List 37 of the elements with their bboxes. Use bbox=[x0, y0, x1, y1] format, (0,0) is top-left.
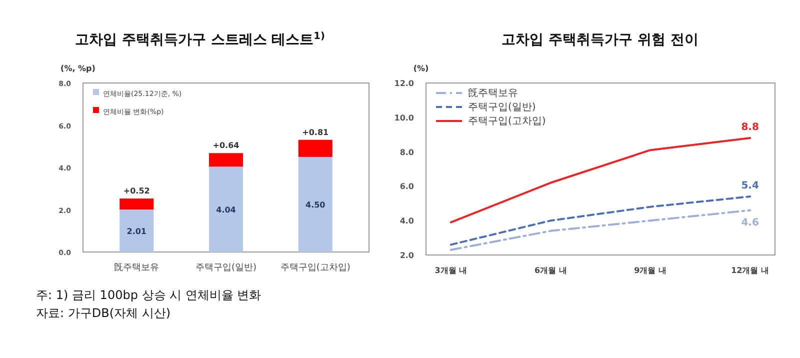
data-label: +0.81 bbox=[302, 128, 330, 137]
y-tick-label: 12.0 bbox=[394, 79, 414, 88]
y-tick-label: 10.0 bbox=[394, 113, 414, 122]
data-label: 4.50 bbox=[306, 200, 326, 210]
x-tick-label: 旣주택보유 bbox=[114, 262, 160, 273]
data-label: 8.8 bbox=[741, 122, 759, 134]
bar bbox=[120, 198, 154, 210]
bar bbox=[120, 210, 154, 252]
x-tick-label: 3개월 내 bbox=[434, 266, 468, 275]
legend-label: 旣주택보유 bbox=[468, 87, 518, 99]
x-tick-label: 주택구입(일반) bbox=[195, 263, 257, 273]
chart-title: 고차입 주택취득가구 스트레스 테스트$^{1)}$ bbox=[75, 30, 325, 48]
bar bbox=[298, 140, 332, 157]
x-tick-label: 6개월 내 bbox=[534, 266, 567, 275]
y-tick-label: 4.0 bbox=[400, 216, 414, 226]
x-tick-label: 9개월 내 bbox=[634, 266, 667, 275]
legend-label: 주택구입(고차입) bbox=[468, 116, 546, 127]
chart-title: 고차입 주택취득가구 위험 전이 bbox=[502, 32, 698, 48]
x-tick-label: 주택구입(고차입) bbox=[280, 263, 350, 273]
data-label: 5.4 bbox=[741, 180, 759, 192]
data-label: +0.52 bbox=[123, 186, 150, 196]
data-label: 2.01 bbox=[126, 226, 147, 236]
data-label: +0.64 bbox=[212, 141, 240, 150]
data-label: 4.6 bbox=[741, 217, 759, 228]
bar bbox=[209, 153, 243, 167]
bar bbox=[298, 156, 332, 252]
legend-label: 주택구입(일반) bbox=[468, 102, 536, 113]
y-axis-title: (%) bbox=[413, 64, 429, 73]
y-tick-label: 2.0 bbox=[400, 251, 414, 260]
x-tick-label: 12개월 내 bbox=[731, 266, 770, 275]
bar bbox=[209, 166, 243, 252]
y-axis-title: (%, %p) bbox=[60, 64, 96, 73]
text: 주: 1) 금리 100bp 상승 시 연체비율 변화 bbox=[36, 288, 262, 302]
text: 자료: 가구DB(자체 시산) bbox=[36, 306, 171, 320]
data-label: 4.04 bbox=[216, 205, 236, 214]
y-tick-label: 8.0 bbox=[400, 148, 414, 157]
y-tick-label: 6.0 bbox=[400, 182, 414, 192]
